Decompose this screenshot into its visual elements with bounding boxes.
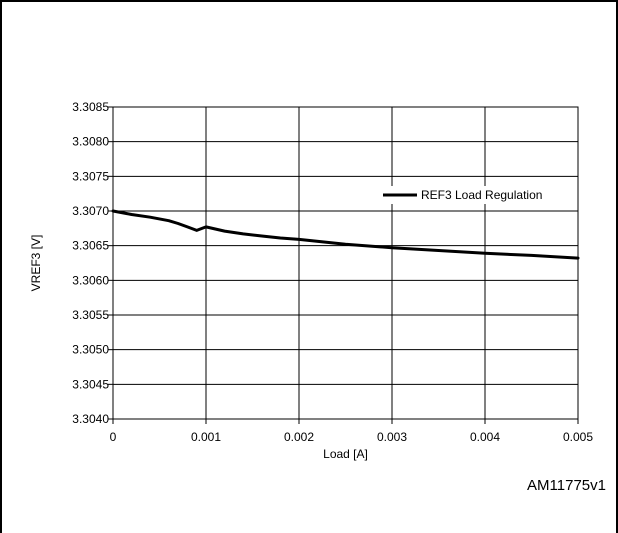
y-tick-label: 3.3050 bbox=[72, 343, 109, 357]
x-tick-label: 0.002 bbox=[284, 430, 314, 444]
y-tick-label: 3.3085 bbox=[72, 100, 109, 114]
x-tick-label: 0.004 bbox=[470, 430, 500, 444]
y-axis: 3.3040 3.3045 3.3050 3.3055 3.3060 3.3065 3.30… bbox=[72, 100, 113, 426]
series-line bbox=[111, 209, 580, 260]
legend-label: REF3 Load Regulation bbox=[421, 188, 542, 202]
x-axis-title: Load [A] bbox=[323, 447, 368, 461]
legend-background bbox=[381, 186, 571, 204]
x-tick-label: 0.003 bbox=[377, 430, 407, 444]
y-tick-label: 3.3075 bbox=[72, 169, 109, 183]
y-tick-label: 3.3060 bbox=[72, 273, 109, 287]
y-tick-label: 3.3080 bbox=[72, 135, 109, 149]
y-tick-label: 3.3045 bbox=[72, 377, 109, 391]
y-tick-label: 3.3065 bbox=[72, 239, 109, 253]
y-tick-label: 3.3055 bbox=[72, 308, 109, 322]
x-tick-label: 0.001 bbox=[191, 430, 221, 444]
series-layer bbox=[111, 209, 580, 260]
x-tick-label: 0.005 bbox=[563, 430, 593, 444]
x-tick-label: 0 bbox=[110, 430, 117, 444]
y-axis-title: VREF3 [V] bbox=[29, 235, 43, 292]
legend: REF3 Load Regulation bbox=[381, 186, 571, 204]
x-axis: 0 0.001 0.002 0.003 0.004 0.005 bbox=[110, 419, 593, 444]
y-tick-label: 3.3070 bbox=[72, 204, 109, 218]
plot-area bbox=[112, 106, 579, 420]
figure-id: AM11775v1 bbox=[527, 477, 606, 494]
chart-grid bbox=[112, 106, 579, 420]
y-tick-label: 3.3040 bbox=[72, 412, 109, 426]
